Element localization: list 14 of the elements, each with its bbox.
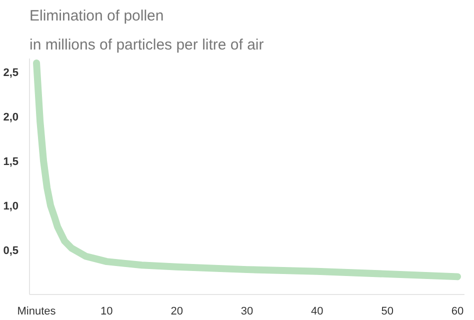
y-tick-label: 2,0 bbox=[3, 111, 19, 124]
y-tick-label: 0,5 bbox=[3, 244, 19, 257]
x-tick-label: 60 bbox=[451, 306, 464, 318]
x-tick-label: 30 bbox=[240, 306, 254, 318]
chart-title: Elimination of pollen bbox=[30, 8, 164, 24]
x-tick-label: 50 bbox=[381, 306, 394, 318]
chart-subtitle: in millions of particles per litre of air bbox=[30, 36, 264, 54]
x-tick-label: 10 bbox=[100, 306, 113, 318]
x-tick-label: Minutes bbox=[17, 306, 56, 318]
x-tick-label: 20 bbox=[170, 306, 183, 318]
y-tick-label: 1,5 bbox=[3, 156, 19, 168]
y-tick-label: 1,0 bbox=[3, 200, 19, 212]
y-tick-label: 2,5 bbox=[3, 66, 19, 79]
x-tick-label: 40 bbox=[311, 306, 324, 318]
